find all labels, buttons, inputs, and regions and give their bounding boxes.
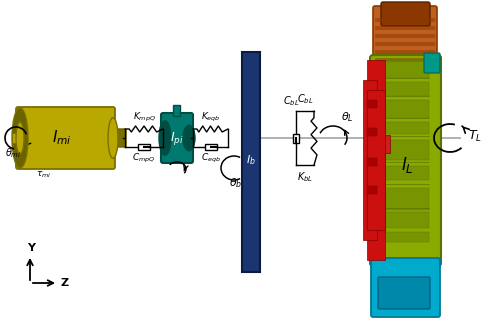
Bar <box>377 140 429 160</box>
Text: $C_{bL}$: $C_{bL}$ <box>297 92 313 106</box>
Bar <box>385 135 390 153</box>
Text: $\tau_{mi}$: $\tau_{mi}$ <box>36 169 51 179</box>
Bar <box>12 133 20 143</box>
Bar <box>375 42 435 46</box>
Text: $I_L$: $I_L$ <box>400 155 413 175</box>
Text: $K_{bL}$: $K_{bL}$ <box>297 170 313 184</box>
Bar <box>377 232 429 242</box>
Bar <box>377 82 429 96</box>
Bar <box>377 166 429 180</box>
Ellipse shape <box>12 108 28 168</box>
Bar <box>242 52 260 272</box>
Text: $\theta_L$: $\theta_L$ <box>341 110 353 124</box>
Text: $\theta_{mi}$: $\theta_{mi}$ <box>5 146 21 160</box>
Text: $C_{bL}$: $C_{bL}$ <box>283 94 299 108</box>
Ellipse shape <box>108 118 118 158</box>
Text: $\theta_b$: $\theta_b$ <box>229 176 243 190</box>
Bar <box>367 90 385 230</box>
Text: $I_{mi}$: $I_{mi}$ <box>51 129 71 147</box>
FancyBboxPatch shape <box>370 55 441 266</box>
Bar <box>367 186 377 194</box>
FancyBboxPatch shape <box>16 107 115 169</box>
FancyBboxPatch shape <box>161 113 193 163</box>
Text: $C_{mpQ}$: $C_{mpQ}$ <box>132 152 155 165</box>
Bar <box>375 18 435 22</box>
Text: $C_{eqb}$: $C_{eqb}$ <box>200 152 220 165</box>
FancyBboxPatch shape <box>373 6 437 65</box>
FancyBboxPatch shape <box>174 106 181 117</box>
Text: Y: Y <box>27 243 35 253</box>
Bar <box>367 100 377 108</box>
Bar <box>377 100 429 118</box>
Bar <box>375 34 435 38</box>
Bar <box>138 144 150 150</box>
FancyBboxPatch shape <box>381 2 430 26</box>
FancyBboxPatch shape <box>110 129 126 147</box>
Ellipse shape <box>183 125 195 151</box>
Ellipse shape <box>16 122 24 154</box>
Bar <box>375 50 435 54</box>
Bar <box>367 128 377 136</box>
FancyBboxPatch shape <box>371 258 440 317</box>
Bar <box>377 122 429 134</box>
Bar <box>363 80 377 240</box>
Text: $T_L$: $T_L$ <box>468 129 482 144</box>
Bar <box>204 144 216 150</box>
Bar <box>293 133 299 143</box>
Bar <box>367 60 385 260</box>
Text: $I_b$: $I_b$ <box>246 153 256 167</box>
Text: $K_{mpQ}$: $K_{mpQ}$ <box>133 111 155 124</box>
Bar <box>377 188 429 210</box>
Bar <box>367 158 377 166</box>
FancyBboxPatch shape <box>424 53 440 73</box>
FancyBboxPatch shape <box>378 277 430 309</box>
Text: Z: Z <box>60 278 68 288</box>
Bar <box>377 60 429 78</box>
Text: $I_{pi}$: $I_{pi}$ <box>170 129 184 147</box>
Bar <box>377 212 429 228</box>
Text: $K_{eqb}$: $K_{eqb}$ <box>201 111 220 124</box>
Ellipse shape <box>159 121 171 155</box>
Bar <box>375 26 435 30</box>
Bar <box>375 58 435 62</box>
